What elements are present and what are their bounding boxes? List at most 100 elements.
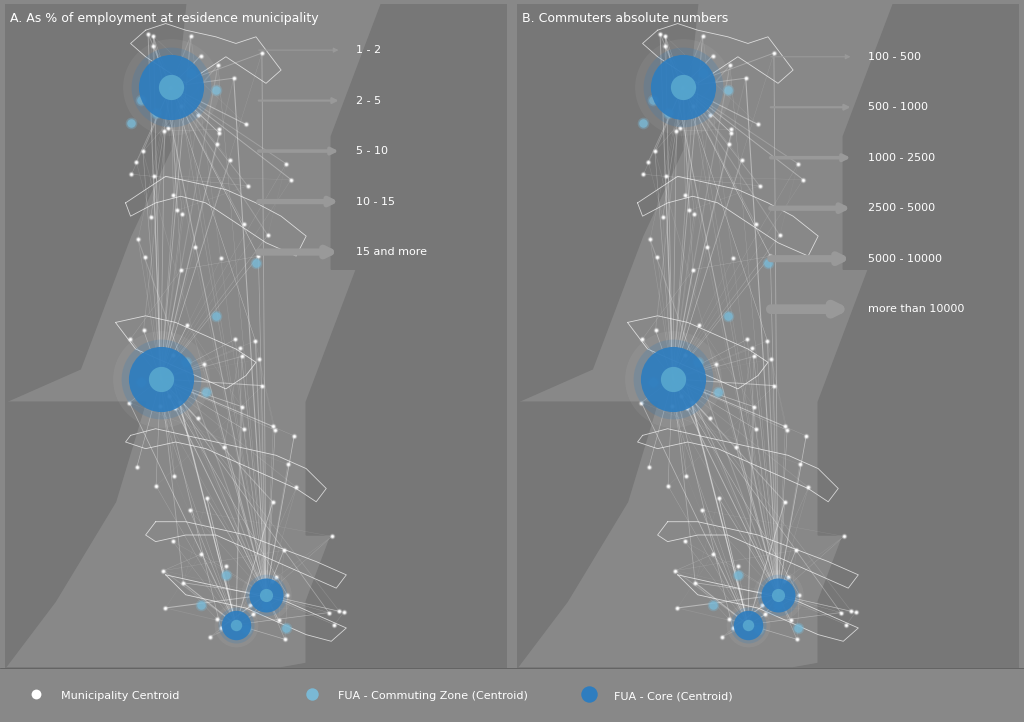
- Point: [647, 324, 664, 336]
- Point: [763, 353, 779, 365]
- Point: [216, 441, 232, 453]
- Point: [673, 391, 689, 402]
- Point: [238, 624, 254, 635]
- Point: [701, 413, 718, 425]
- Point: [202, 631, 218, 643]
- Point: [693, 504, 710, 516]
- Point: [331, 606, 347, 617]
- Point: [679, 402, 695, 414]
- Point: [130, 234, 146, 245]
- Point: [227, 334, 244, 345]
- Text: FUA - Commuting Zone (Centroid): FUA - Commuting Zone (Centroid): [338, 691, 527, 701]
- Point: [173, 100, 189, 112]
- Point: [664, 401, 680, 412]
- Point: [156, 565, 172, 576]
- Point: [167, 402, 183, 414]
- Point: [833, 607, 849, 619]
- Point: [792, 589, 808, 601]
- Point: [251, 353, 267, 365]
- Point: [142, 211, 159, 222]
- Point: [270, 614, 287, 626]
- Point: [634, 334, 650, 345]
- Point: [130, 234, 146, 245]
- Point: [280, 589, 296, 601]
- Point: [135, 324, 152, 336]
- Point: [123, 118, 139, 129]
- Point: [283, 174, 299, 186]
- Point: [689, 357, 706, 368]
- Point: [210, 59, 226, 71]
- Point: [227, 619, 244, 630]
- Point: [123, 168, 139, 180]
- Point: [166, 471, 182, 482]
- Point: [838, 619, 854, 630]
- Point: [654, 211, 671, 222]
- Point: [654, 211, 671, 222]
- Point: [686, 208, 702, 219]
- Point: [745, 401, 762, 412]
- Point: [687, 577, 703, 588]
- Point: [647, 324, 664, 336]
- Point: [673, 391, 689, 402]
- Point: [236, 218, 252, 230]
- Point: [181, 504, 198, 516]
- Point: [766, 380, 782, 391]
- Point: [254, 48, 270, 59]
- Point: [836, 531, 852, 542]
- Point: [186, 240, 203, 252]
- Point: [779, 425, 796, 436]
- Point: [659, 480, 676, 492]
- Point: [665, 373, 681, 385]
- Point: [236, 423, 252, 435]
- Point: [766, 48, 782, 59]
- Point: [122, 334, 138, 345]
- Point: [132, 94, 148, 105]
- Point: [833, 607, 849, 619]
- Point: [705, 50, 721, 61]
- Point: [755, 599, 771, 611]
- Point: [177, 357, 194, 368]
- Point: [714, 631, 730, 643]
- Point: [199, 492, 215, 504]
- Point: [278, 158, 294, 170]
- Point: [705, 549, 721, 560]
- Point: [166, 471, 182, 482]
- Point: [691, 319, 708, 331]
- Point: [710, 386, 726, 398]
- Point: [280, 589, 296, 601]
- Point: [644, 94, 660, 105]
- Point: [177, 357, 194, 368]
- Point: [276, 633, 293, 645]
- Point: [182, 30, 199, 42]
- Point: [675, 81, 691, 92]
- Point: [182, 68, 199, 79]
- Point: [165, 536, 181, 547]
- Point: [652, 28, 669, 40]
- Point: [258, 589, 274, 601]
- Point: [268, 571, 285, 583]
- Point: [144, 40, 161, 52]
- Point: [701, 109, 718, 121]
- Point: [158, 602, 174, 614]
- Point: [644, 94, 660, 105]
- Point: [800, 482, 816, 493]
- Point: [193, 549, 209, 560]
- Point: [157, 126, 173, 137]
- Point: [762, 251, 778, 262]
- Point: [238, 624, 254, 635]
- Point: [670, 602, 686, 614]
- Point: [268, 571, 285, 583]
- Point: [642, 234, 658, 245]
- Point: [733, 155, 750, 166]
- Point: [745, 351, 762, 362]
- Point: [153, 373, 169, 385]
- Point: [723, 127, 739, 139]
- Point: [186, 240, 203, 252]
- Point: [164, 371, 180, 383]
- Point: [304, 688, 321, 700]
- Point: [737, 72, 754, 84]
- Point: [158, 602, 174, 614]
- Point: [792, 458, 808, 470]
- Point: [258, 599, 274, 611]
- Point: [218, 569, 234, 580]
